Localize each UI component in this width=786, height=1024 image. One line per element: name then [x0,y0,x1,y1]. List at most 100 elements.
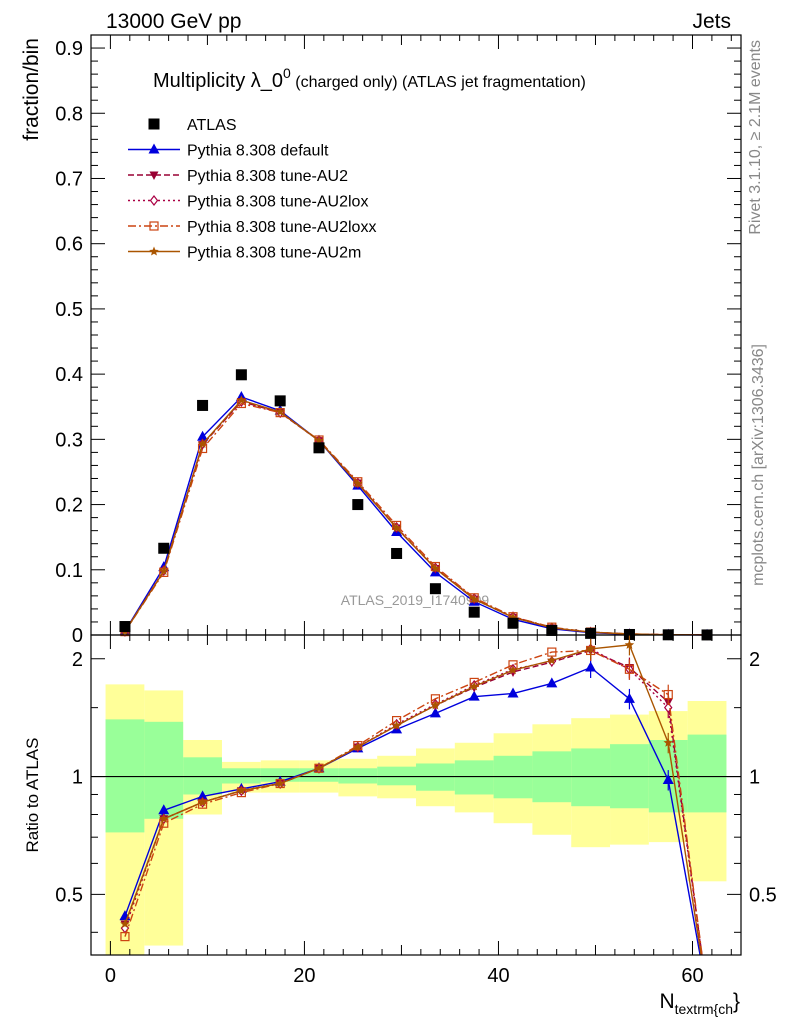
header-right: Jets [692,10,731,33]
point-default [197,430,209,441]
ratio-point-default [158,804,170,815]
point-atlas [429,583,441,595]
ratio-plot-frame [90,634,742,956]
point-au2m [430,563,441,573]
ratio-point-default [468,690,480,701]
legend-marker-atlas [148,118,160,130]
point-au2m [159,566,169,576]
point-au2m [314,435,324,445]
ratio-y-tick-label-right: 0.5 [749,884,777,906]
analysis-watermark: ATLAS_2019_I1740909 [341,592,490,608]
uncertainty-band-inner [571,748,611,807]
ratio-point-default [662,773,674,784]
y-tick-label: 0.7 [55,168,83,190]
ratio-point-au2m [547,655,557,665]
ratio-y-tick-label-right: 2 [749,649,760,671]
ratio-line-au2m [124,644,702,955]
y-tick-label: 0.4 [55,364,83,386]
point-atlas [158,542,170,554]
point-atlas [274,395,286,407]
point-atlas [468,606,480,618]
point-au2m [197,438,208,448]
main-plot-panel: 0 0.1 0.2 0.3 0.4 0.5 0.6 0.7 0.8 0.9 fraction/bin… [20,34,742,647]
x-tick-label: 60 [681,965,703,987]
legend-label-au2loxx: Pythia 8.308 tune-AU2loxx [187,219,376,236]
point-atlas [119,621,131,633]
ratio-point-au2m [663,737,673,747]
ratio-point-au2loxx [663,689,673,700]
ratio-point-au2m [624,639,635,649]
uncertainty-band-inner [687,734,727,813]
point-au2m [236,395,247,405]
legend-label-au2: Pythia 8.308 tune-AU2 [187,168,348,185]
ratio-point-au2loxx [624,664,635,674]
x-tick-label: 40 [487,965,509,987]
ratio-point-au2m [585,643,596,653]
x-tick-label: 20 [293,965,315,987]
uncertainty-band-inner [183,757,222,795]
ratio-line-default [124,666,701,955]
ratio-point-au2m [353,742,363,752]
uncertainty-band-inner [144,721,184,819]
plot-title-main: Multiplicity λ_0 [153,70,283,92]
mcplots-label: mcplots.cern.ch [arXiv:1306.3436] [750,344,767,586]
ratio-point-au2m [430,700,441,710]
ratio-series-group [119,635,703,955]
x-axis-label: Ntextrm{ch} [659,990,740,1017]
legend-label-au2m: Pythia 8.308 tune-AU2m [187,245,361,262]
y-tick-label: 0.2 [55,495,83,517]
point-atlas [352,499,364,511]
ratio-point-default [507,687,519,698]
x-axis-label-main: N [659,990,674,1013]
ratio-point-default [197,790,209,801]
ratio-point-au2m [197,797,208,807]
ratio-line-au2lox [124,648,703,955]
ratio-point-default [623,692,635,703]
y-tick-label: 0 [72,625,83,647]
point-au2m [275,406,285,416]
legend-marker-au2loxx [149,221,159,231]
point-au2m [469,594,479,604]
ratio-point-au2m [314,763,324,773]
ratio-y-tick-label: 0.5 [55,884,83,906]
x-tick-label: 0 [105,965,116,987]
legend-label-au2lox: Pythia 8.308 tune-AU2lox [187,194,368,211]
uncertainty-band-inner [338,768,378,784]
point-atlas [197,399,209,411]
point-au2m [391,523,402,533]
ratio-line-au2loxx [124,649,703,955]
legend-marker-default [148,143,160,154]
plot-title-sup: 0 [283,65,291,81]
point-atlas [235,369,247,381]
uncertainty-band-inner [454,760,494,795]
ratio-point-au2m [159,813,169,823]
plot-title: Multiplicity λ_00 (charged only) (ATLAS … [153,65,586,92]
y-tick-label: 0.1 [55,560,83,582]
ratio-point-default [585,661,597,672]
point-atlas [546,624,558,636]
y-tick-label: 0.9 [55,38,83,60]
legend-marker-au2lox [149,195,159,206]
y-tick-label: 0.5 [55,299,83,321]
header-left: 13000 GeV pp [106,10,241,33]
ratio-y-axis-label: Ratio to ATLAS [23,738,42,853]
point-au2m [353,478,363,488]
ratio-y-tick-label: 2 [72,649,83,671]
ratio-point-au2m [391,720,402,730]
point-au2m [508,612,518,622]
point-atlas [313,442,325,454]
rivet-label: Rivet 3.1.10, ≥ 2.1M events [747,40,764,235]
legend-marker-au2m [149,246,159,256]
uncertainty-band-inner [105,719,145,833]
legend-marker-au2 [149,171,159,180]
point-atlas [585,627,597,639]
y-tick-label: 0.6 [55,234,83,256]
ratio-point-au2m [120,919,130,929]
y-tick-label: 0.3 [55,429,83,451]
series-line-au2m [124,399,708,636]
ratio-point-au2m [469,681,479,691]
ratio-y-tick-label-right: 1 [749,767,760,789]
ratio-point-au2loxx [120,932,130,942]
